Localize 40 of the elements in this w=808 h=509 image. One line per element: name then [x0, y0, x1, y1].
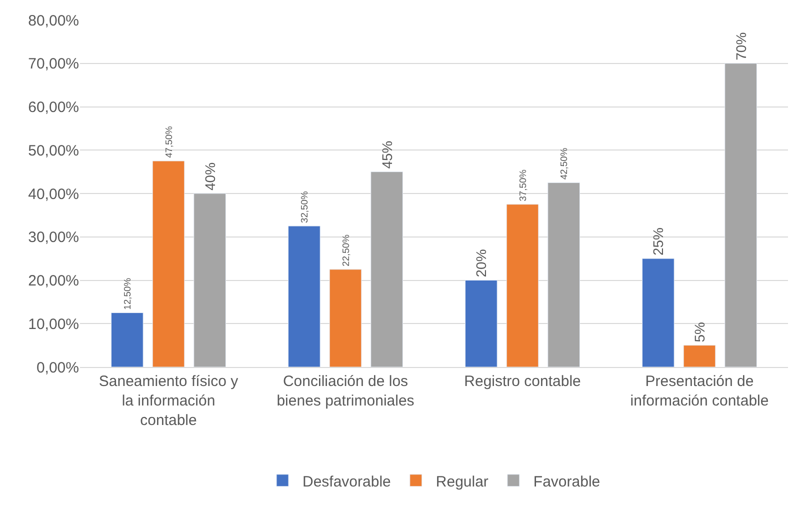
bar [465, 280, 498, 367]
data-label: 32,50% [298, 191, 310, 223]
data-label: 40% [202, 162, 218, 190]
y-tick-label: 40,00% [28, 186, 79, 203]
data-label: 45% [378, 140, 395, 169]
bar [506, 204, 539, 367]
x-tick-label: Registro contable [464, 373, 581, 390]
x-tick-label: Presentación de información contable [630, 373, 769, 410]
bar [329, 269, 362, 367]
y-tick-label: 50,00% [28, 142, 79, 160]
y-tick-label: 30,00% [28, 229, 79, 246]
bar [152, 160, 185, 367]
y-tick-label: 10,00% [28, 316, 79, 333]
data-label: 20% [473, 249, 490, 278]
x-tick-label: Conciliación de los bienes patrimoniales [276, 373, 414, 410]
x-tick-label: Saneamiento físico y la información contable [98, 373, 239, 429]
data-label: 47,50% [162, 126, 174, 158]
bar [288, 226, 320, 367]
data-label: 42,50% [558, 148, 570, 180]
bar [548, 182, 580, 367]
bar [370, 172, 403, 367]
y-tick-label: 70,00% [28, 56, 79, 73]
data-label: 25% [650, 228, 666, 256]
bar [724, 63, 757, 367]
bar [111, 312, 144, 367]
y-tick-label: 20,00% [28, 272, 79, 290]
bar [194, 193, 226, 367]
data-label: 37,50% [516, 170, 528, 202]
legend-label: Desfavorable [302, 473, 391, 490]
data-label: 12,50% [122, 278, 133, 310]
legend-label: Regular [436, 473, 488, 490]
data-label: 70% [732, 32, 749, 60]
bar [683, 345, 716, 367]
data-label: 22,50% [340, 234, 351, 266]
data-label: 5% [692, 322, 708, 342]
y-tick-label: 80,00% [28, 12, 79, 30]
legend-label: Favorable [533, 473, 600, 490]
bar [642, 258, 674, 367]
y-tick-label: 60,00% [28, 99, 79, 116]
y-tick-label: 0,00% [36, 359, 79, 376]
